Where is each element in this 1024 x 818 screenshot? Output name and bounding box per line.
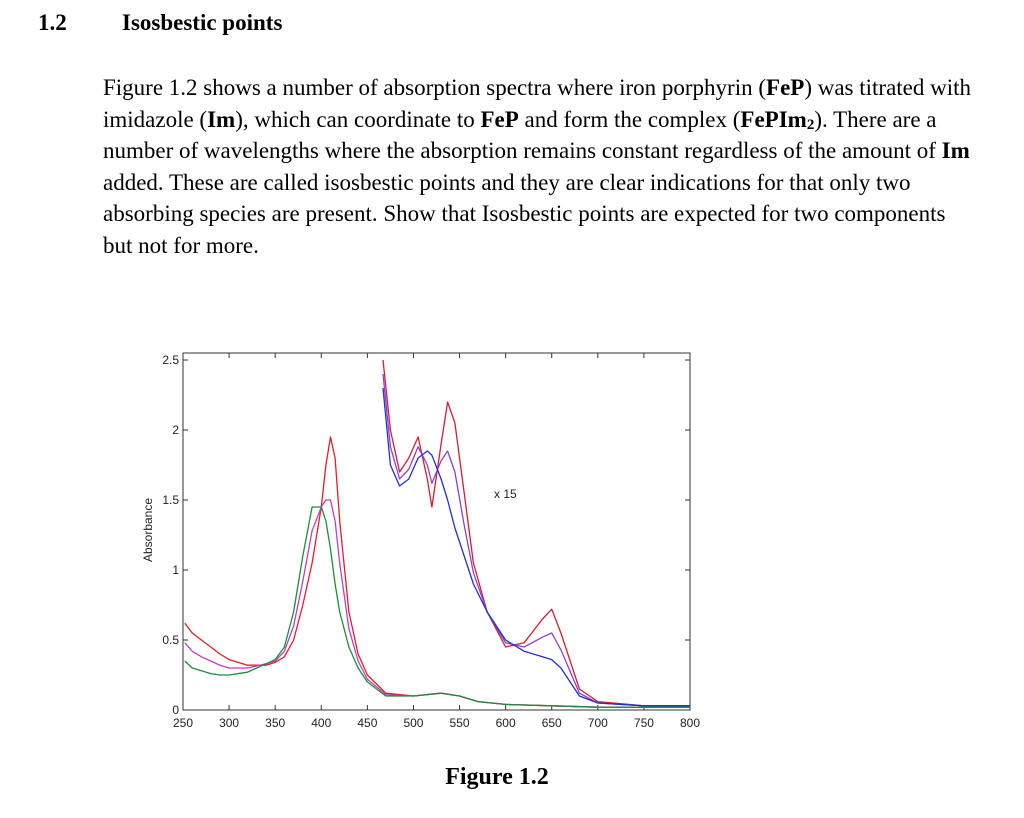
x-tick-label: 350 <box>265 716 285 730</box>
bold-text: 2 <box>806 116 815 133</box>
spectrum-line <box>184 499 690 708</box>
x-tick-label: 450 <box>357 716 377 730</box>
y-tick-label: 2.5 <box>162 353 179 367</box>
bold-text: Im <box>207 106 236 132</box>
x-tick-label: 400 <box>311 716 331 730</box>
annotation: x 15 <box>494 487 517 501</box>
bold-text: FePIm <box>740 106 807 132</box>
bold-text: Im <box>941 138 970 163</box>
x-tick-label: 550 <box>450 716 470 730</box>
subscript: 2 <box>807 117 815 133</box>
text: ), which can coordinate to <box>235 106 481 132</box>
x-tick-label: 500 <box>403 716 423 730</box>
y-tick-label: 0.5 <box>162 633 179 647</box>
y-tick-label: 1.5 <box>162 493 179 507</box>
bold-text: FeP <box>766 75 805 100</box>
spectrum-line <box>184 506 690 708</box>
section-title: Isosbestic points <box>122 10 283 35</box>
text: ) was titrated with imidazole ( <box>103 75 972 132</box>
chart: 0 0.5 1 1.5 2 2.5 250 300 350 400 450 500 550 600 650 7… <box>141 352 700 730</box>
bold-text: FeP <box>480 106 519 132</box>
y-axis-label: Absorbance <box>141 498 155 562</box>
section-number: 1.2 <box>38 10 67 35</box>
spectrum-line <box>382 373 690 707</box>
plot-frame <box>182 352 691 711</box>
x-tick-label: 700 <box>588 716 608 730</box>
x-tick-label: 600 <box>496 716 516 730</box>
x-tick-label: 300 <box>219 716 239 730</box>
x-tick-label: 800 <box>680 716 700 730</box>
paragraph: Figure 1.2 shows a number of absorption … <box>103 72 978 261</box>
y-tick-label: 0 <box>172 703 179 717</box>
spectrum-line <box>382 359 690 707</box>
spectrum-line <box>382 387 690 707</box>
text: and form the complex ( <box>518 106 741 132</box>
x-tick-label: 650 <box>542 716 562 730</box>
y-tick-label: 2 <box>172 423 179 437</box>
y-tick-label: 1 <box>172 563 179 577</box>
x-tick-label: 250 <box>173 716 193 730</box>
figure-caption: Figure 1.2 <box>445 764 549 790</box>
text: Figure 1.2 shows a number of absorption … <box>103 75 767 100</box>
text: added. These are called isosbestic point… <box>103 169 946 258</box>
x-tick-label: 750 <box>634 716 654 730</box>
text: ). There are a number of wavelengths whe… <box>103 106 942 164</box>
